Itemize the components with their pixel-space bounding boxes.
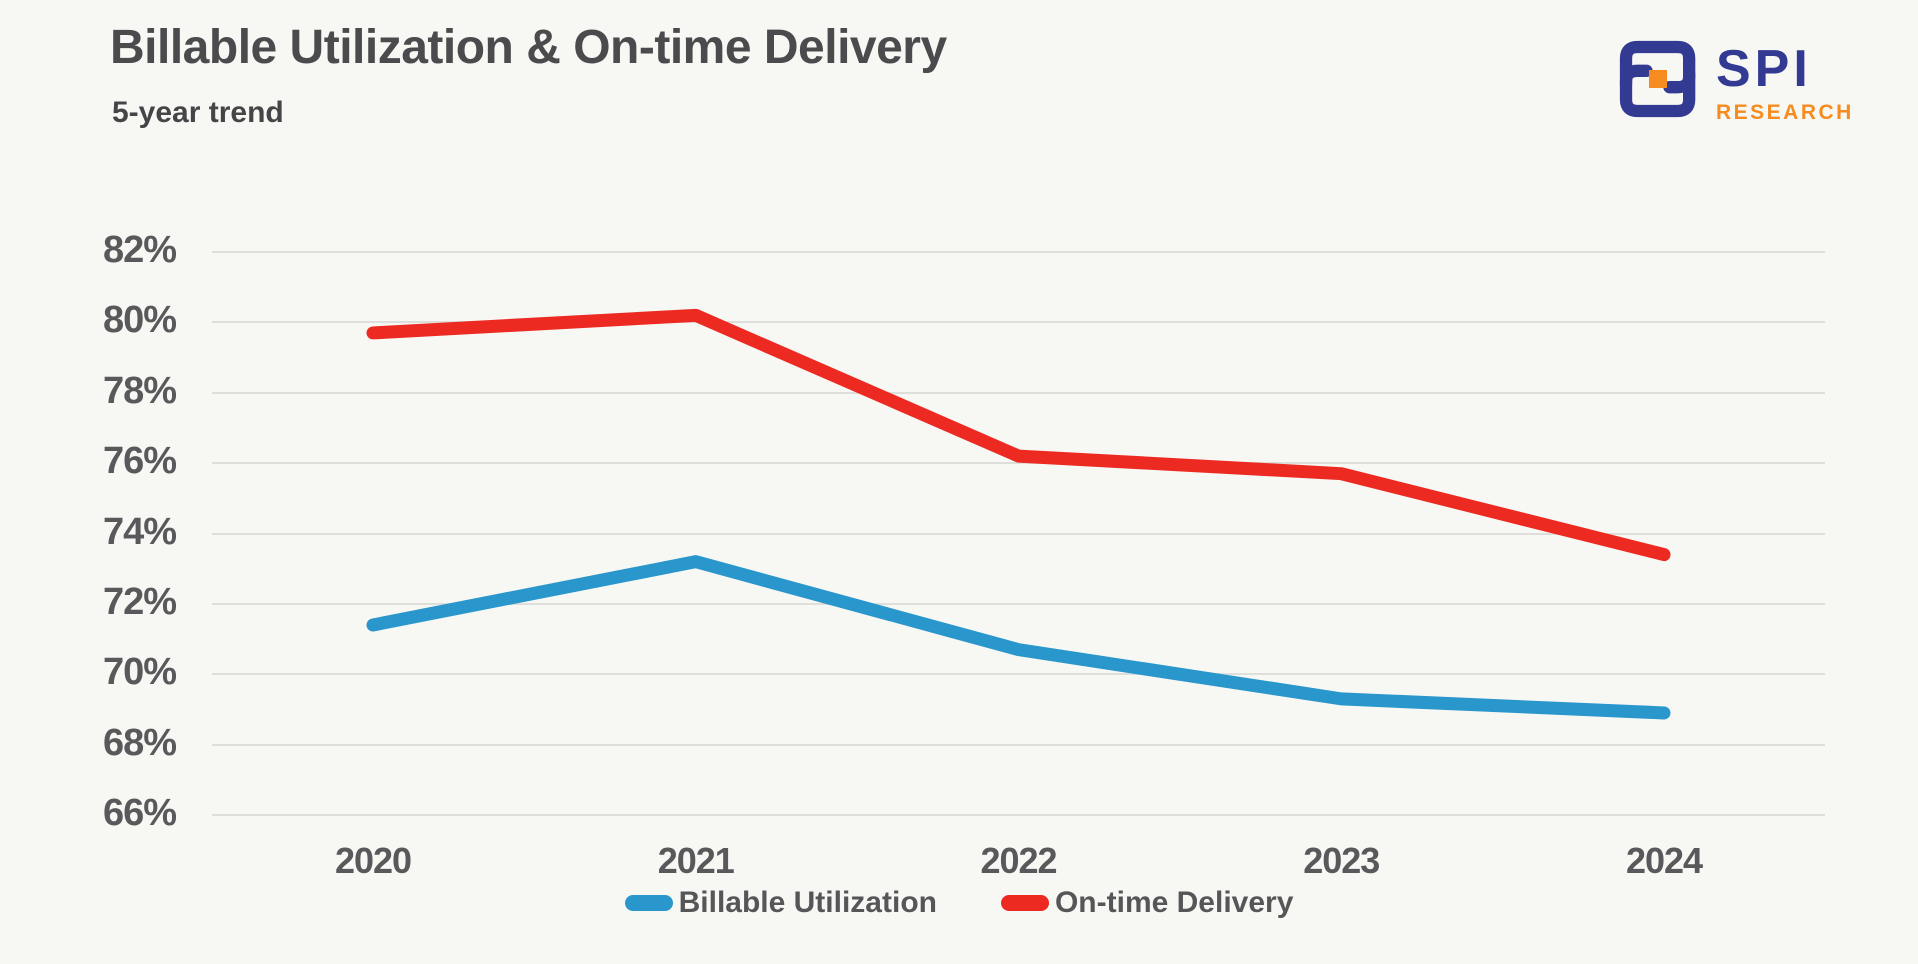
legend-item: Billable Utilization <box>624 886 937 920</box>
y-axis-tick-label: 78% <box>102 369 177 412</box>
x-axis-tick-label: 2020 <box>334 840 412 881</box>
y-axis-tick-label: 68% <box>102 721 177 764</box>
logo-text: SPI <box>1716 40 1812 98</box>
series-line-on-time-delivery <box>366 308 1671 562</box>
gridline <box>212 673 1825 676</box>
legend-item: On-time Delivery <box>1000 886 1294 920</box>
gridline <box>212 814 1825 816</box>
legend-swatch <box>624 895 673 911</box>
gridline <box>212 743 1825 746</box>
y-axis-tick-label: 80% <box>102 299 177 342</box>
chart-legend: Billable Utilization On-time Delivery <box>0 886 1918 920</box>
y-axis-tick-label: 72% <box>102 580 177 623</box>
page-subtitle: 5-year trend <box>112 96 284 129</box>
gridline <box>212 532 1825 535</box>
y-axis-tick-label: 82% <box>102 229 177 271</box>
gridline <box>212 251 1825 253</box>
logo-text-block: SPI RESEARCH <box>1716 38 1854 125</box>
page-title: Billable Utilization & On-time Delivery <box>110 21 947 74</box>
x-axis-tick-label: 2024 <box>1625 840 1703 881</box>
y-axis-tick-label: 76% <box>102 440 177 483</box>
y-axis-tick-label: 74% <box>102 510 177 553</box>
legend-label: On-time Delivery <box>1054 886 1294 919</box>
x-axis-tick-label: 2021 <box>657 840 735 881</box>
x-axis-tick-label: 2022 <box>980 840 1057 881</box>
spi-research-logo: SPI RESEARCH <box>1616 38 1854 125</box>
legend-swatch <box>1000 895 1049 911</box>
gridline <box>212 321 1825 324</box>
spi-logo-icon <box>1619 40 1696 118</box>
gridline <box>212 391 1825 394</box>
gridline <box>212 602 1825 605</box>
gridline <box>212 462 1825 465</box>
x-axis-tick-label: 2023 <box>1303 840 1380 881</box>
legend-label: Billable Utilization <box>678 886 937 919</box>
y-axis-tick-label: 70% <box>102 651 177 694</box>
series-line-billable-utilization <box>366 555 1671 720</box>
chart-plot-area <box>366 308 1671 720</box>
logo-subtext: RESEARCH <box>1716 100 1854 124</box>
y-axis-tick-label: 66% <box>102 792 177 834</box>
